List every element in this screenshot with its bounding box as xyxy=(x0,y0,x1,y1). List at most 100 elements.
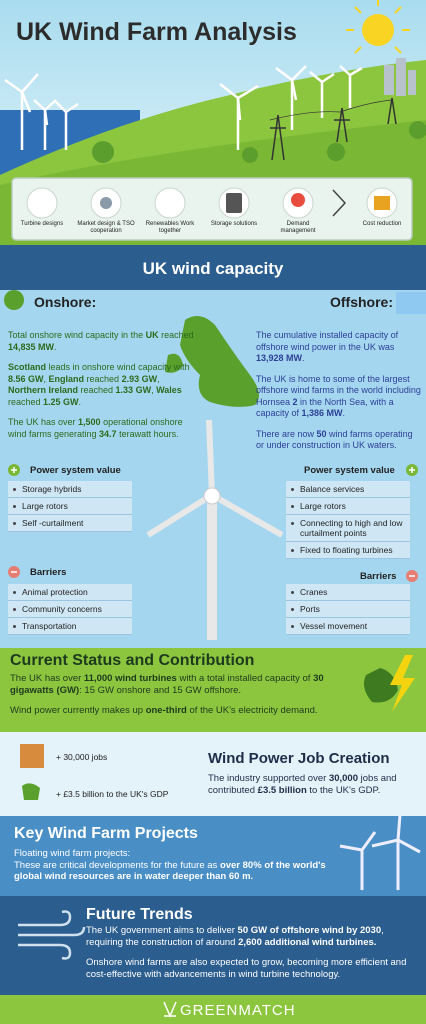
text-segment: The UK is home to some of the largest of… xyxy=(256,373,421,407)
list-heading: Power system value xyxy=(304,465,395,476)
paragraph: The UK has over 1,500 operational onshor… xyxy=(8,417,194,440)
text-segment: leads in onshore wind capacity with xyxy=(46,362,190,372)
text-segment: These are critical developments for the … xyxy=(14,859,220,871)
text-segment: . xyxy=(342,408,346,418)
icon-label: Renewables Work together xyxy=(145,221,195,234)
text-segment: of the UK's electricity demand. xyxy=(186,705,318,716)
text-segment: There are now xyxy=(256,428,317,439)
text-segment: Onshore wind farms are also expected to … xyxy=(86,957,407,980)
bold-segment: 1,500 xyxy=(78,417,101,427)
paragraph: These are critical developments for the … xyxy=(14,860,344,883)
section-title: Key Wind Farm Projects xyxy=(14,825,198,842)
text-segment: The UK has over xyxy=(8,417,79,427)
bold-segment: Northern Ireland xyxy=(8,385,79,395)
bold-segment: of the world's global wind resources are… xyxy=(14,859,326,883)
bold-segment: 2.93 GW xyxy=(121,373,158,384)
bold-segment: 50 GW of offshore wind by 2030 xyxy=(237,925,382,936)
bold-segment: 13,928 MW xyxy=(256,353,303,363)
text-segment: wind farms operating or under constructi… xyxy=(256,428,413,451)
list: Animal protection Community concerns Trans… xyxy=(8,584,132,635)
list-item: Balance services xyxy=(286,481,410,498)
list-item: Connecting to high and low curtailment p… xyxy=(286,515,410,542)
list-item: Storage hybrids xyxy=(8,481,132,498)
text-segment: : 15 GW onshore and 15 GW offshore. xyxy=(79,684,242,696)
icon-label: Cost reduction xyxy=(362,221,402,227)
bold-segment: 8.56 GW xyxy=(8,373,44,384)
paragraph: Wind power currently makes up one-third … xyxy=(10,705,360,717)
section-title: Future Trends xyxy=(86,906,193,923)
text-segment: reached xyxy=(8,396,44,407)
text-segment: jobs and contributed xyxy=(208,773,397,796)
list: Balance services Large rotors Connecting t… xyxy=(286,481,410,559)
icon-label: Turbine designs xyxy=(20,221,64,227)
paragraph: The cumulative installed capacity of off… xyxy=(256,330,422,365)
future-text: The UK government aims to deliver 50 GW … xyxy=(86,925,416,989)
bold-segment: 14,835 MW xyxy=(8,341,55,352)
list: Cranes Ports Vessel movement xyxy=(286,584,410,635)
paragraph: Total onshore wind capacity in the UK re… xyxy=(8,330,194,353)
text-segment: , xyxy=(157,373,160,384)
paragraph: The industry supported over 30,000 jobs … xyxy=(208,773,418,796)
list-item: Ports xyxy=(286,601,410,618)
text-segment: Wind power currently makes up xyxy=(10,705,146,716)
list-item: Large rotors xyxy=(8,498,132,515)
text-segment: . xyxy=(302,353,305,363)
bold-segment: England xyxy=(48,373,85,384)
bold-segment: UK xyxy=(145,330,159,340)
bold-segment: 1.25 GW xyxy=(43,396,79,407)
bold-segment: over 80% xyxy=(219,859,262,871)
list-heading: Barriers xyxy=(360,571,397,582)
paragraph: The UK has over 11,000 wind turbines wit… xyxy=(10,673,360,696)
list-item: Self -curtailment xyxy=(8,515,132,532)
text-segment: reached xyxy=(158,330,194,340)
icon-label: Market design & TSO cooperation xyxy=(77,221,135,234)
list-item: Cranes xyxy=(286,584,410,601)
paragraph: Scotland leads in onshore wind capacity … xyxy=(8,362,194,408)
bold-segment: 30 gigawatts (GW) xyxy=(10,673,324,696)
bold-segment: 11,000 wind turbines xyxy=(83,673,177,684)
text-segment: Total onshore wind capacity in the xyxy=(8,330,146,340)
brand: GREENMATCH xyxy=(180,1002,296,1019)
list-item: Large rotors xyxy=(286,498,410,515)
bold-segment: 30,000 xyxy=(328,773,358,784)
bold-segment: £3.5 billion xyxy=(257,784,307,796)
section-title: Wind Power Job Creation xyxy=(208,750,390,767)
text-segment: The cumulative installed capacity of off… xyxy=(256,330,399,352)
bold-segment: 34.7 xyxy=(99,428,117,439)
bold-segment: 1.33 GW xyxy=(115,385,152,395)
section-title: UK wind capacity xyxy=(142,259,284,278)
paragraph: There are now 50 wind farms operating or… xyxy=(256,429,422,452)
paragraph: Floating wind farm projects: xyxy=(14,848,344,860)
bold-segment: Scotland xyxy=(8,362,47,372)
list-item: Fixed to floating turbines xyxy=(286,542,410,559)
jobs-stat: + 30,000 jobs xyxy=(56,752,108,762)
text-segment: operational onshore wind farms generatin… xyxy=(8,417,183,439)
paragraph: The UK is home to some of the largest of… xyxy=(256,374,422,420)
bold-segment: 1,386 MW xyxy=(301,408,343,418)
text-segment: . xyxy=(54,341,57,352)
page-title: UK Wind Farm Analysis xyxy=(16,18,297,46)
text-segment: The UK has over xyxy=(10,673,84,684)
offshore-heading: Offshore: xyxy=(330,294,393,310)
status-text: The UK has over 11,000 wind turbines wit… xyxy=(10,673,360,726)
list-item: Transportation xyxy=(8,618,132,635)
bold-segment: 2 xyxy=(292,396,298,407)
text-segment: . xyxy=(78,396,82,407)
text-segment: with a total installed capacity of xyxy=(176,673,314,684)
text-segment: The industry supported over xyxy=(208,773,329,784)
section-title: Current Status and Contribution xyxy=(10,652,255,669)
list-item: Community concerns xyxy=(8,601,132,618)
list-item: Vessel movement xyxy=(286,618,410,635)
text-segment: reached xyxy=(84,373,122,384)
gdp-stat: + £3.5 billion to the UK's GDP xyxy=(56,789,169,799)
icon-label: Storage solutions xyxy=(210,221,258,227)
onshore-text: Total onshore wind capacity in the UK re… xyxy=(8,330,194,449)
paragraph: The UK government aims to deliver 50 GW … xyxy=(86,925,416,948)
list: Storage hybrids Large rotors Self -curtail… xyxy=(8,481,132,532)
text-segment: terawatt hours. xyxy=(116,428,179,439)
projects-text: Floating wind farm projects: These are cr… xyxy=(14,848,344,883)
list-heading: Barriers xyxy=(30,567,67,578)
text-segment: , requiring the construction of around xyxy=(86,925,384,948)
text-segment: reached xyxy=(78,385,116,395)
